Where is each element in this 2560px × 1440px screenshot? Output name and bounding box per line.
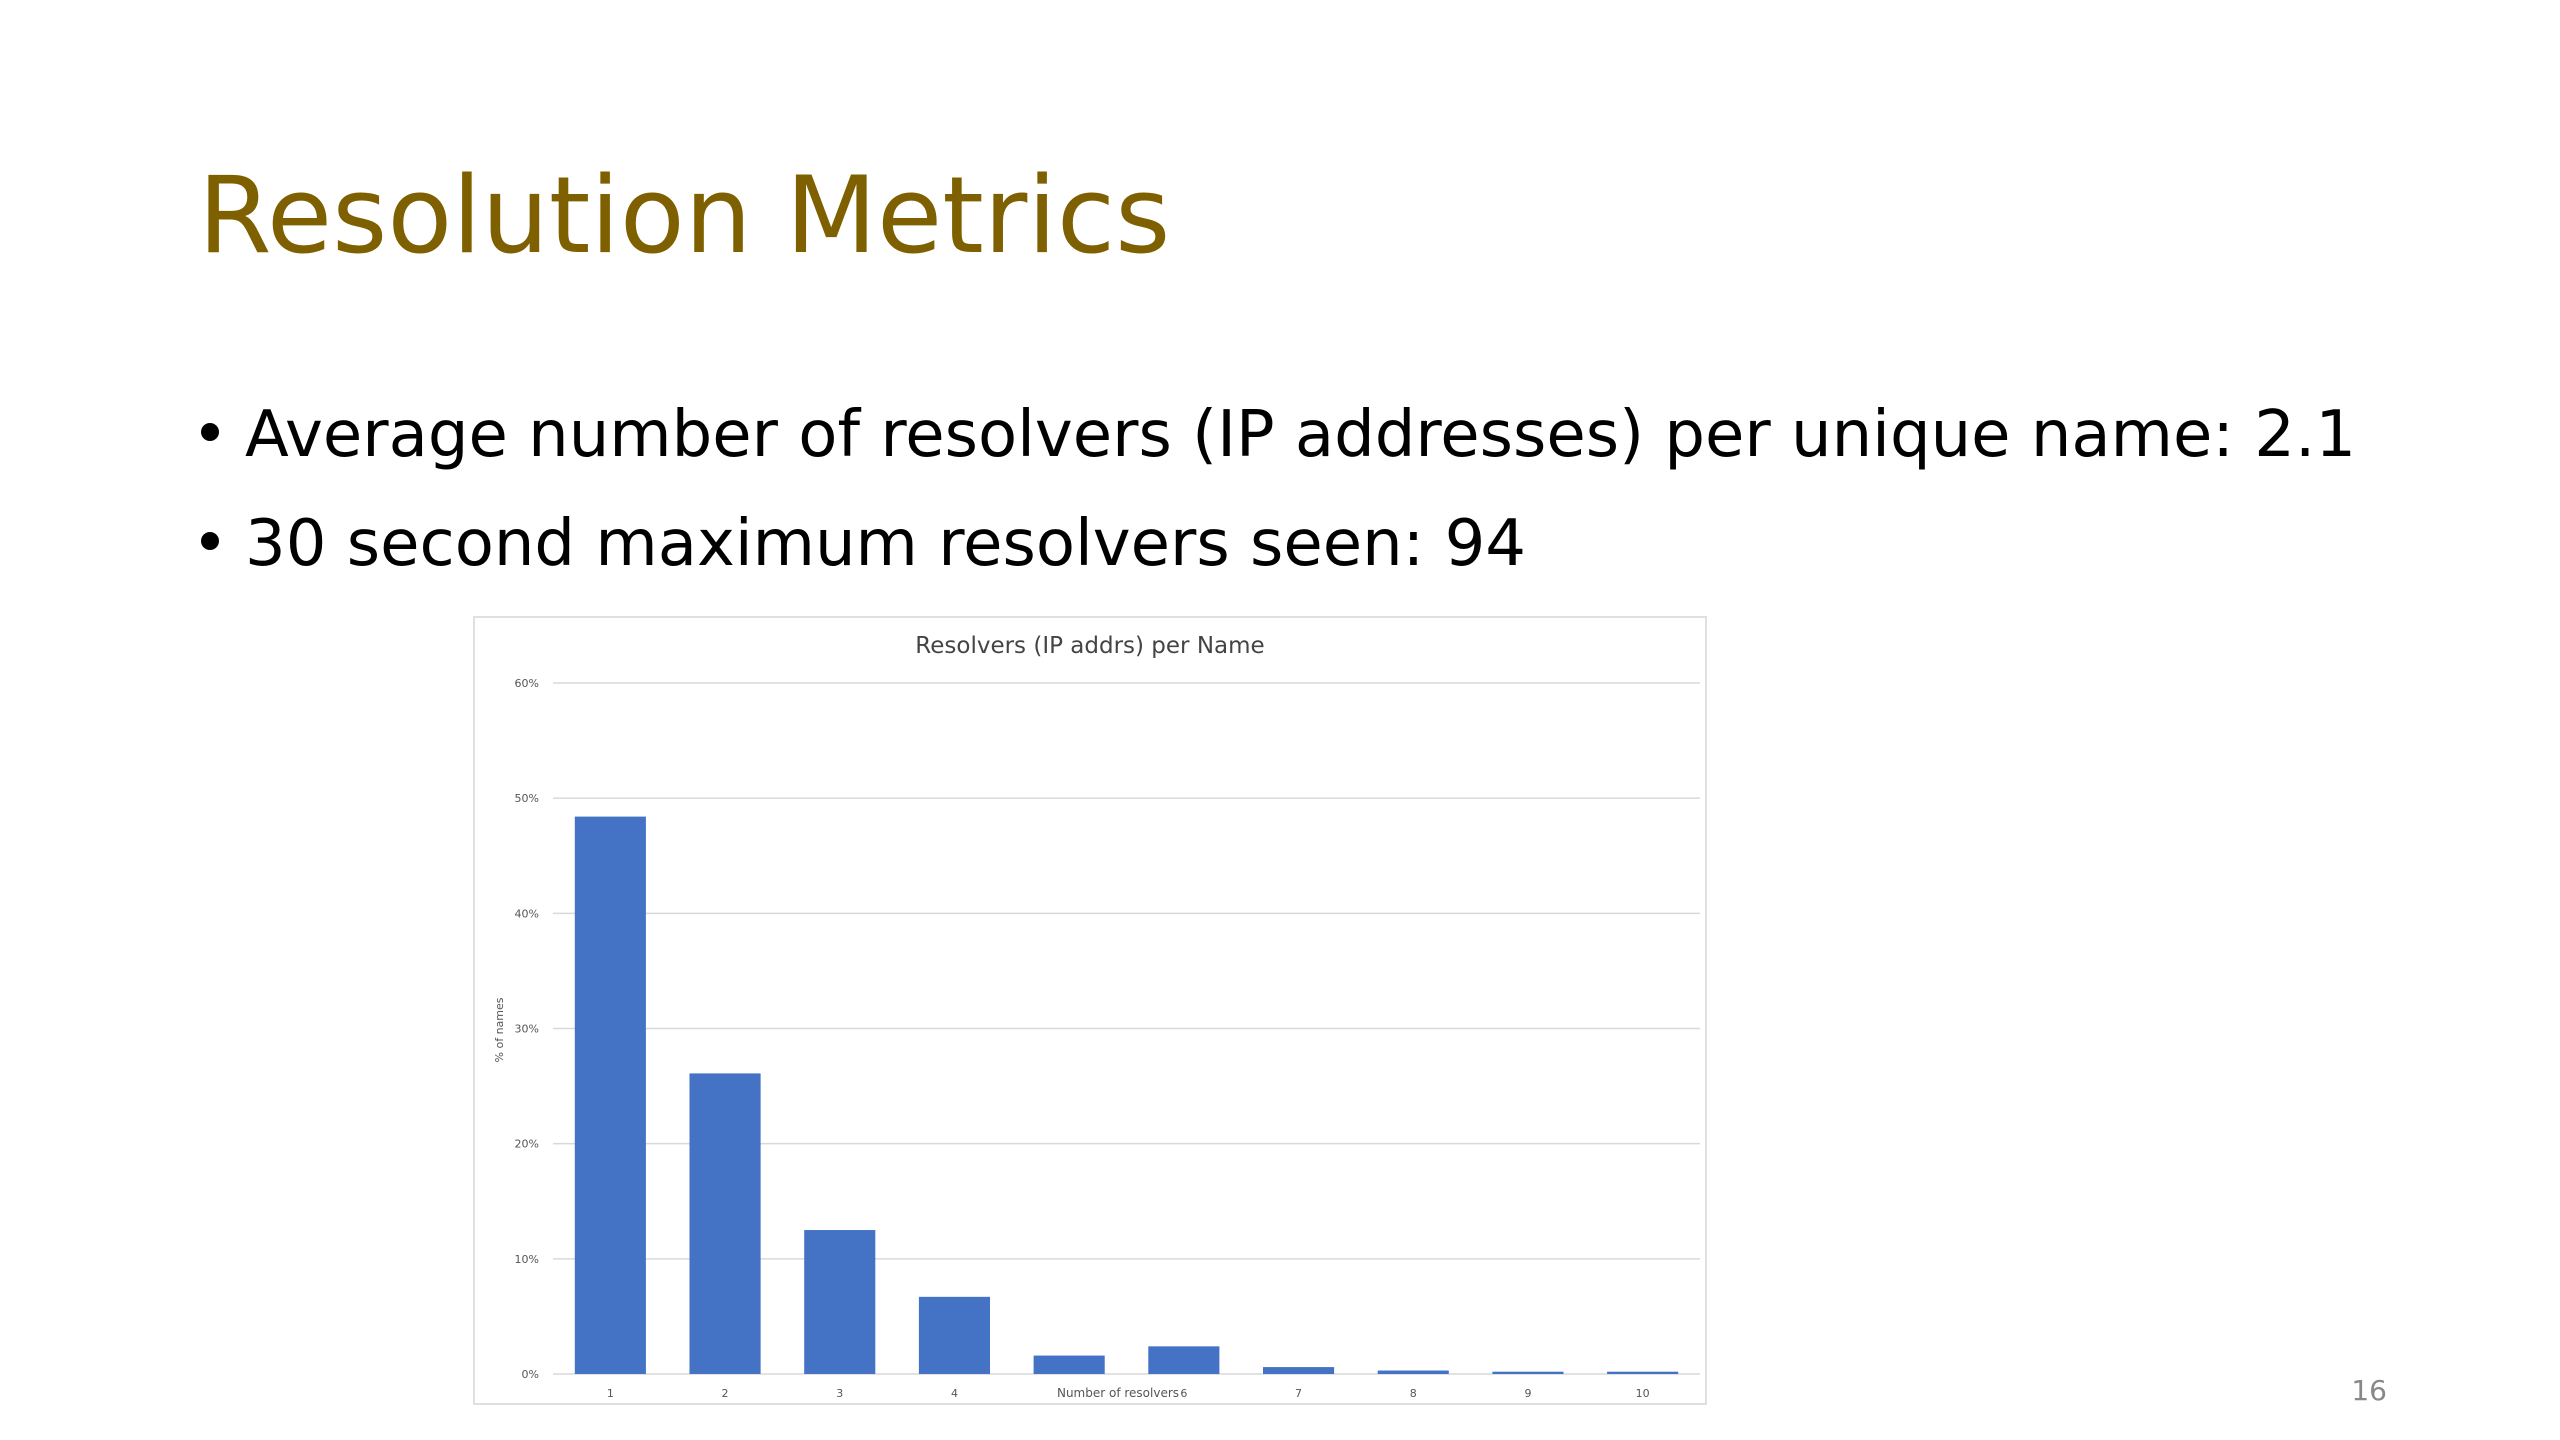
bar (1033, 1355, 1105, 1374)
plot: 0% 10% 20% 30% 40% 50% 60% 1 2 3 4 6 7 8 9 10 (515, 677, 1700, 1400)
x-tick-label: 10 (1636, 1387, 1650, 1400)
bar (1377, 1370, 1449, 1374)
y-tick-label: 30% (515, 1023, 539, 1036)
bullet: 30 second maximum resolvers seen: 94 (245, 507, 1526, 581)
page-number: 16 (2351, 1374, 2387, 1407)
y-tick-label: 10% (515, 1253, 539, 1266)
bar (689, 1073, 761, 1374)
x-tick-label: 3 (836, 1387, 843, 1400)
y-tick-label: 60% (515, 677, 539, 690)
y-tick-label: 0% (522, 1368, 539, 1381)
bullet-dot (201, 532, 219, 550)
x-tick-label: 8 (1410, 1387, 1417, 1400)
slide-title: Resolution Metrics (198, 154, 1170, 277)
x-axis-label: Number of resolvers (1057, 1386, 1179, 1400)
bullet: Average number of resolvers (IP addresse… (245, 398, 2356, 472)
y-tick-label: 20% (515, 1138, 539, 1151)
x-tick-label: 4 (951, 1387, 958, 1400)
y-axis-label: % of names (493, 997, 506, 1062)
x-tick-label: 6 (1180, 1387, 1187, 1400)
y-tick-label: 50% (515, 792, 539, 805)
bar (804, 1230, 876, 1374)
bar (1148, 1346, 1220, 1374)
chart-title: Resolvers (IP addrs) per Name (915, 633, 1264, 659)
bar (574, 816, 646, 1374)
bar (1607, 1371, 1679, 1374)
bullet-dot (201, 423, 219, 441)
bar (918, 1296, 991, 1374)
x-tick-label: 1 (607, 1387, 614, 1400)
x-tick-label: 9 (1524, 1387, 1531, 1400)
y-tick-label: 40% (515, 907, 539, 920)
x-tick-label: 2 (722, 1387, 729, 1400)
x-tick-label: 7 (1295, 1387, 1302, 1400)
bar (1262, 1367, 1335, 1374)
chart-frame (473, 616, 1707, 1405)
bar (1492, 1371, 1564, 1374)
